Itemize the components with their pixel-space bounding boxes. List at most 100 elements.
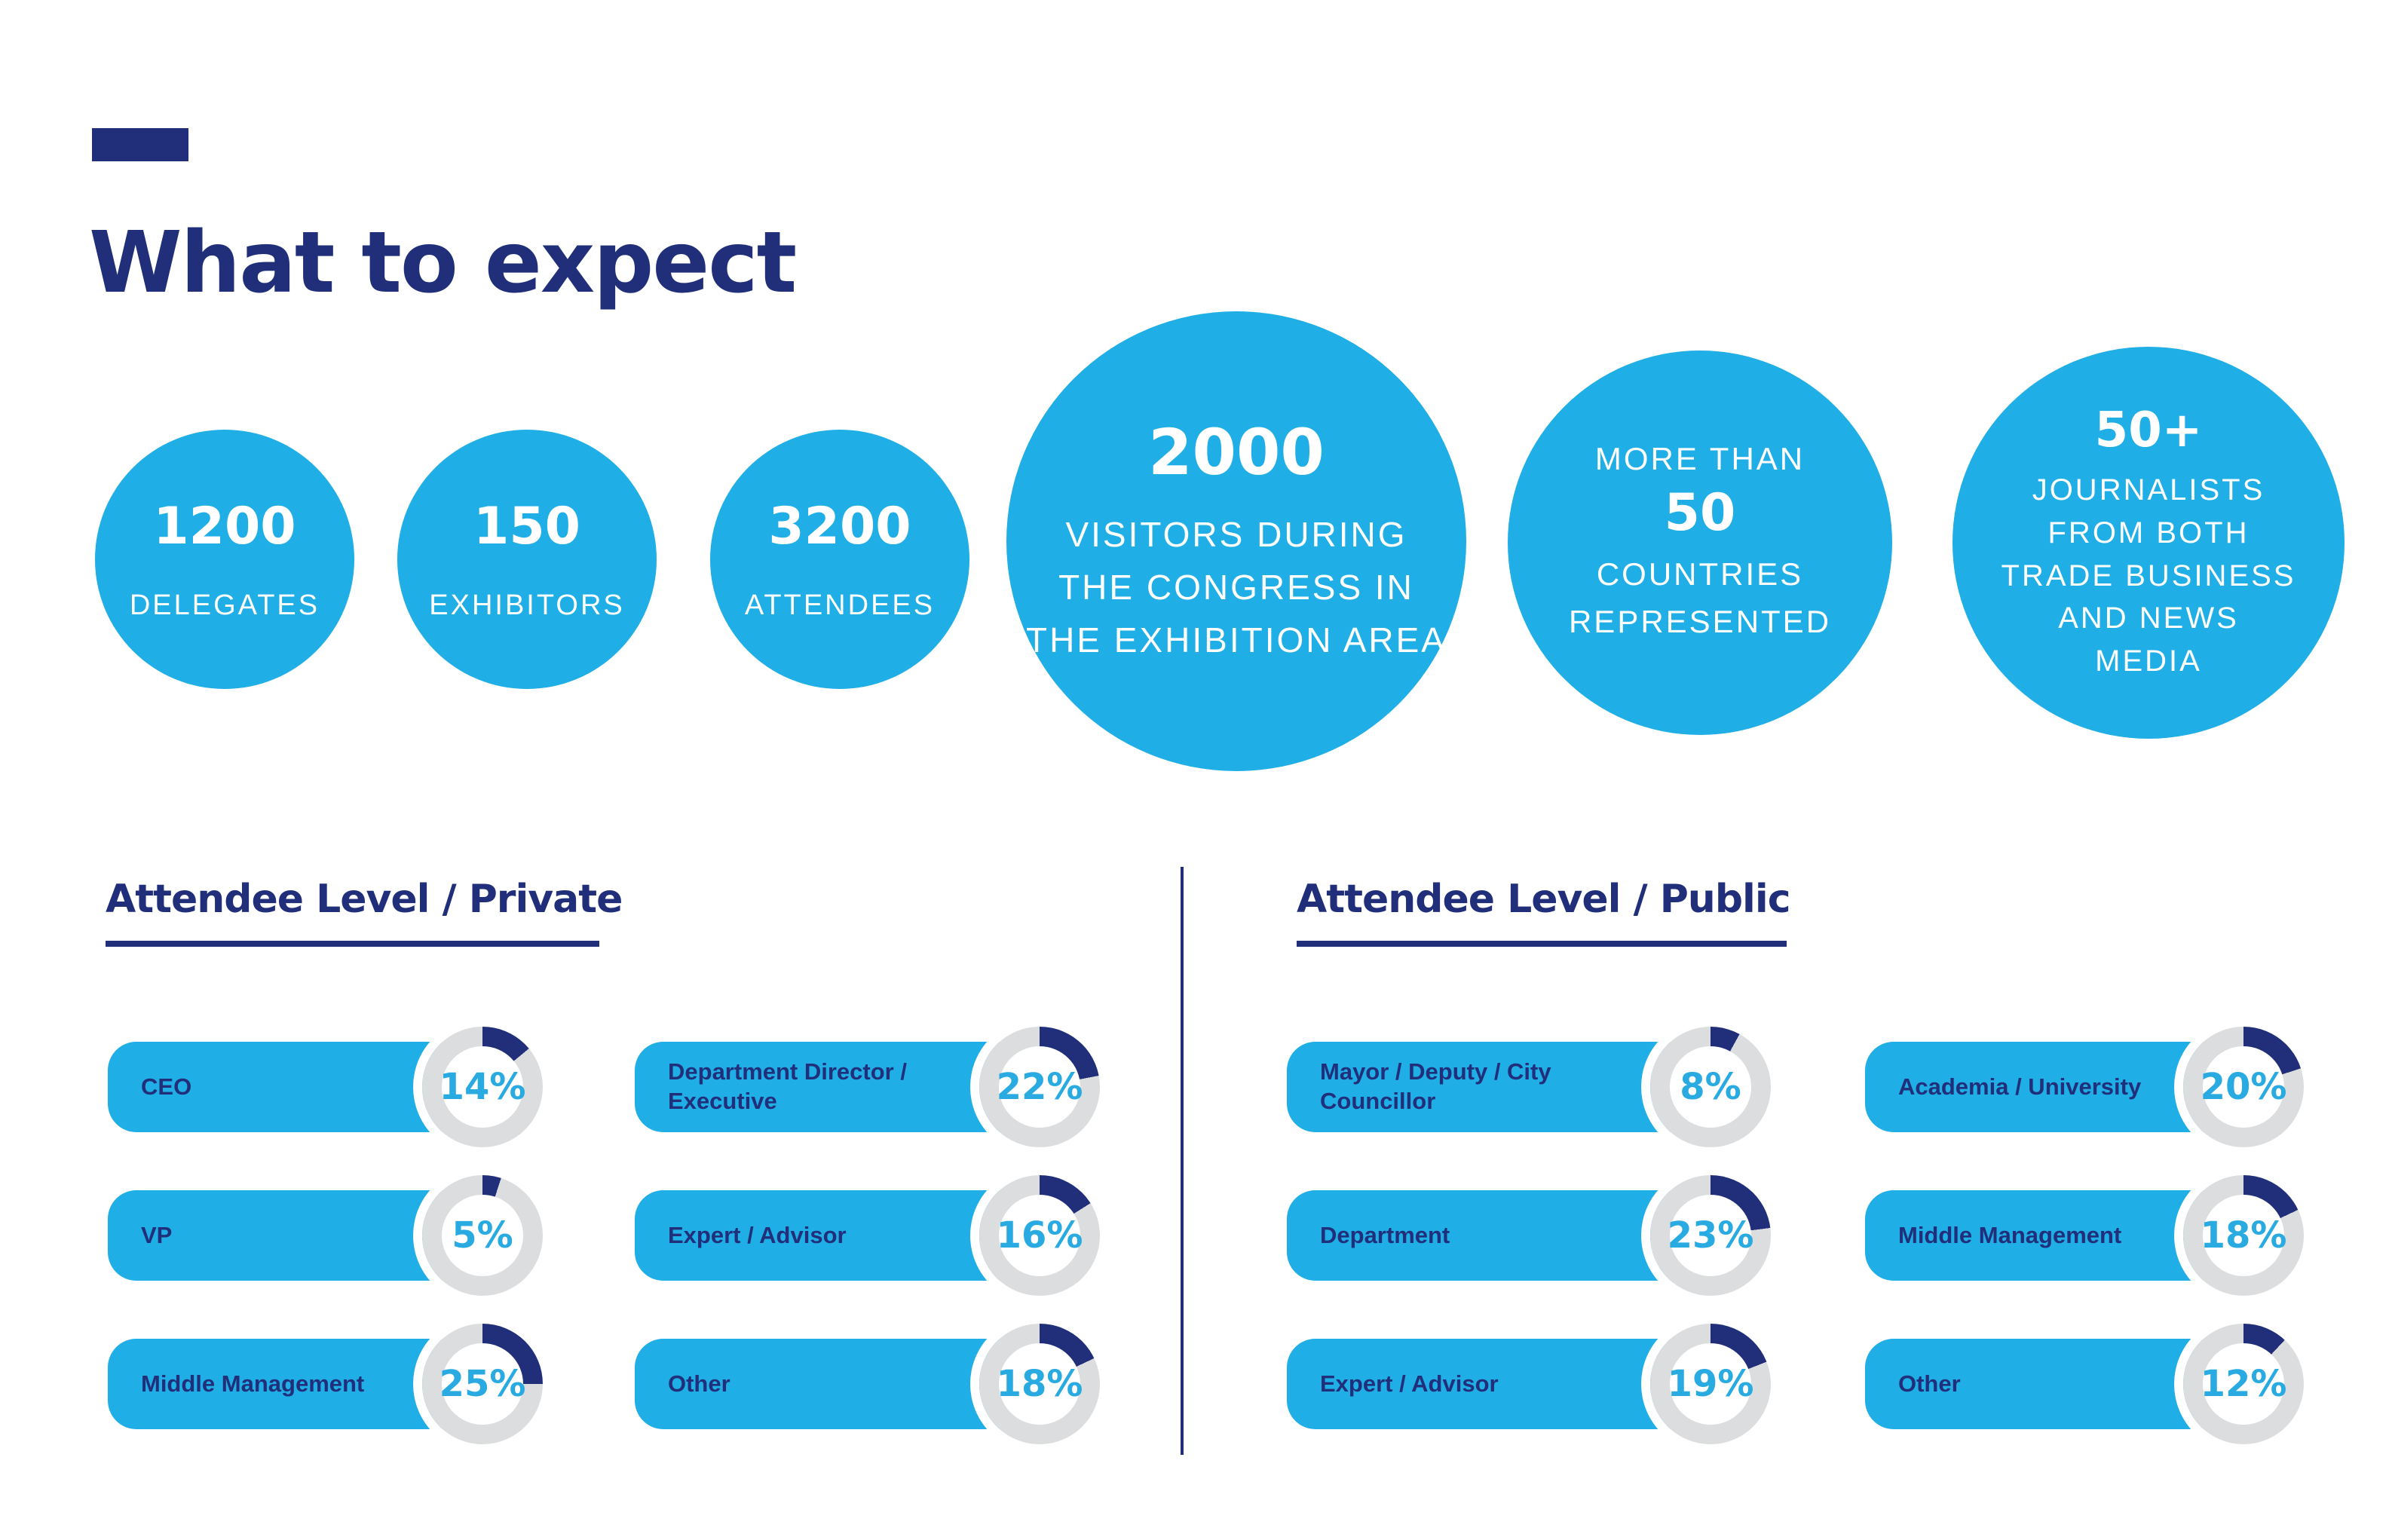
section-title-private: Attendee Level / Private (106, 877, 623, 922)
stat-value: 50 (1664, 482, 1736, 543)
donut-chart: 20% (2183, 1027, 2304, 1147)
attendee-bar: Other (1865, 1339, 2243, 1429)
stat-circle-visitors: 2000 VISITORS DURING THE CONGRESS IN THE… (1006, 311, 1466, 771)
attendee-label: Department (1320, 1221, 1450, 1248)
donut-chart: 25% (422, 1324, 543, 1444)
stat-label: VISITORS DURING THE CONGRESS IN THE EXHI… (1026, 509, 1447, 667)
stat-label-line: FROM BOTH (2047, 516, 2250, 550)
stat-circle-journalists: 50+ JOURNALISTS FROM BOTH TRADE BUSINESS… (1952, 347, 2345, 739)
stat-label-line: JOURNALISTS (2032, 473, 2265, 507)
donut-percent: 20% (2200, 1066, 2287, 1108)
donut-percent: 16% (996, 1214, 1083, 1257)
section-underline (106, 941, 599, 947)
stat-label: DELEGATES (129, 589, 320, 621)
stat-label: JOURNALISTS FROM BOTH TRADE BUSINESS AND… (2002, 469, 2296, 683)
donut-percent: 25% (439, 1363, 526, 1405)
stat-value: 3200 (768, 497, 911, 556)
attendee-bar: Expert / Advisor (1287, 1339, 1711, 1429)
attendee-bar: VP (108, 1190, 482, 1281)
attendee-row-middle-management: Middle Management 25% (108, 1324, 543, 1444)
stat-circle-countries: MORE THAN 50 COUNTRIES REPRESENTED (1508, 351, 1892, 735)
donut-percent: 12% (2200, 1363, 2287, 1405)
attendee-bar: Other (635, 1339, 1040, 1429)
donut-percent: 5% (452, 1214, 513, 1257)
attendee-label: Mayor / Deputy / City Councillor (1320, 1058, 1551, 1114)
donut-chart: 18% (979, 1324, 1100, 1444)
attendee-row-department: Department 23% (1287, 1175, 1771, 1296)
page-title: What to expect (89, 214, 797, 312)
attendee-row-department-director: Department Director / Executive 22% (635, 1027, 1100, 1147)
donut-hole: 18% (996, 1343, 1083, 1425)
donut-hole: 22% (996, 1046, 1083, 1128)
attendee-row-academia: Academia / University 20% (1865, 1027, 2304, 1147)
attendee-bar: Department Director / Executive (635, 1042, 1040, 1132)
attendee-row-ceo: CEO 14% (108, 1027, 543, 1147)
attendee-label: Expert / Advisor (1320, 1370, 1499, 1397)
stat-value: 50+ (2094, 403, 2203, 458)
donut-chart: 8% (1650, 1027, 1771, 1147)
donut-hole: 8% (1670, 1046, 1751, 1128)
attendee-label: Middle Management (1898, 1221, 2122, 1248)
stat-value: 1200 (153, 497, 296, 556)
donut-percent: 8% (1680, 1066, 1741, 1108)
donut-chart: 12% (2183, 1324, 2304, 1444)
attendee-bar: Academia / University (1865, 1042, 2243, 1132)
attendee-label: CEO (141, 1073, 192, 1100)
attendee-bar: CEO (108, 1042, 482, 1132)
attendee-row-other: Other 18% (635, 1324, 1100, 1444)
donut-hole: 19% (1667, 1343, 1754, 1425)
attendee-label: Middle Management (141, 1370, 365, 1397)
stat-circle-attendees: 3200 ATTENDEES (710, 430, 969, 689)
donut-chart: 16% (979, 1175, 1100, 1296)
attendee-label: Other (668, 1370, 730, 1397)
attendee-bar: Middle Management (1865, 1190, 2243, 1281)
stat-circle-delegates: 1200 DELEGATES (95, 430, 354, 689)
stat-value: 150 (473, 497, 580, 556)
attendee-label: Academia / University (1898, 1073, 2142, 1100)
donut-percent: 23% (1667, 1214, 1754, 1257)
donut-percent: 14% (439, 1066, 526, 1108)
stat-prefix: MORE THAN (1594, 440, 1805, 476)
section-underline (1297, 941, 1787, 947)
donut-hole: 25% (439, 1343, 526, 1425)
donut-hole: 12% (2200, 1343, 2287, 1425)
donut-chart: 22% (979, 1027, 1100, 1147)
attendee-bar: Department (1287, 1190, 1711, 1281)
stat-label: COUNTRIES REPRESENTED (1569, 550, 1831, 645)
donut-hole: 16% (996, 1195, 1083, 1276)
attendee-row-vp: VP 5% (108, 1175, 543, 1296)
donut-chart: 19% (1650, 1324, 1771, 1444)
attendee-row-expert-advisor: Expert / Advisor 16% (635, 1175, 1100, 1296)
donut-chart: 5% (422, 1175, 543, 1296)
section-divider (1181, 867, 1184, 1455)
attendee-row-mayor: Mayor / Deputy / City Councillor 8% (1287, 1027, 1771, 1147)
attendee-bar: Mayor / Deputy / City Councillor (1287, 1042, 1711, 1132)
donut-hole: 5% (442, 1195, 523, 1276)
donut-percent: 19% (1667, 1363, 1754, 1405)
attendee-bar: Middle Management (108, 1339, 482, 1429)
attendee-label: Expert / Advisor (668, 1221, 847, 1248)
attendee-row-expert-advisor-public: Expert / Advisor 19% (1287, 1324, 1771, 1444)
stat-label-line: THE EXHIBITION AREA (1026, 620, 1447, 660)
stat-label-line: COUNTRIES (1596, 556, 1804, 592)
attendee-row-middle-management-public: Middle Management 18% (1865, 1175, 2304, 1296)
attendee-bar: Expert / Advisor (635, 1190, 1040, 1281)
stat-label: ATTENDEES (744, 589, 936, 621)
donut-chart: 18% (2183, 1175, 2304, 1296)
stat-label: EXHIBITORS (429, 589, 625, 621)
attendee-label: VP (141, 1221, 173, 1248)
stat-label-line: VISITORS DURING (1065, 515, 1407, 555)
donut-chart: 23% (1650, 1175, 1771, 1296)
section-title-public: Attendee Level / Public (1297, 877, 1791, 922)
stat-label-line: MEDIA (2095, 644, 2202, 678)
donut-percent: 18% (996, 1363, 1083, 1405)
stat-label-line: TRADE BUSINESS (2001, 559, 2296, 592)
stat-circle-exhibitors: 150 EXHIBITORS (397, 430, 657, 689)
donut-percent: 22% (996, 1066, 1083, 1108)
donut-hole: 14% (439, 1046, 526, 1128)
donut-hole: 20% (2200, 1046, 2287, 1128)
donut-hole: 23% (1667, 1195, 1754, 1276)
attendee-label: Other (1898, 1370, 1961, 1397)
title-accent-dash (92, 128, 188, 161)
